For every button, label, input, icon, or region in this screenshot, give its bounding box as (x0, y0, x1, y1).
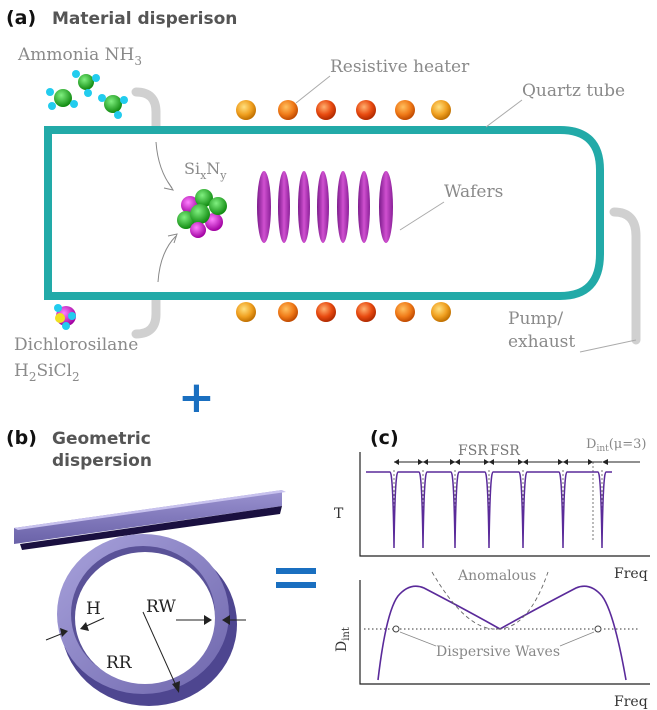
dichlorosilane-inlet-pipe (131, 291, 161, 339)
resistive-heater-label: Resistive heater (330, 57, 470, 77)
ammonia-molecule-icon (98, 94, 128, 119)
wafer-stack (257, 171, 393, 243)
pump-label-line2: exhaust (508, 332, 575, 352)
dint-axis-label: Dint (334, 627, 352, 652)
panel-a-title: Material disperison (52, 9, 237, 29)
panel-b-title-line2: dispersion (52, 451, 152, 471)
resistive-heater-top (236, 100, 451, 120)
exhaust-pipe (609, 207, 641, 345)
ammonia-label: Ammonia NH3 (17, 45, 142, 68)
panel-a-letter: (a) (6, 7, 36, 29)
dichlorosilane-label: Dichlorosilane (14, 335, 138, 355)
freq-label-bottom: Freq (614, 694, 648, 710)
panel-b-title-line1: Geometric (52, 429, 151, 449)
transmission-trace (366, 471, 612, 549)
dispersive-wave-marker-left (392, 625, 400, 633)
dispersive-waves-label: Dispersive Waves (436, 644, 560, 660)
resistive-heater-bottom (236, 302, 451, 322)
silicon-nitride-cluster-icon (177, 189, 227, 238)
rr-label: RR (106, 653, 133, 673)
rw-label: RW (146, 597, 176, 617)
equals-sign: = (276, 568, 316, 588)
panel-b-letter: (b) (6, 427, 37, 449)
h2sicl2-label: H2SiCl2 (14, 361, 80, 384)
pump-label-line1: Pump/ (508, 309, 563, 329)
fsr-label-1: FSR (458, 443, 488, 459)
anomalous-label: Anomalous (457, 568, 536, 584)
plus-sign: + (178, 372, 215, 423)
wafers-label: Wafers (444, 182, 503, 202)
ring-resonator (57, 534, 237, 706)
resonance-guides (393, 462, 603, 548)
dint-plot-axes (359, 580, 650, 685)
sixny-label: SixNy (184, 159, 227, 182)
panel-c-letter: (c) (370, 427, 399, 449)
dichlorosilane-molecule-icon (54, 304, 76, 330)
ammonia-molecule-icon (46, 88, 78, 110)
fsr-arrowheads (394, 459, 593, 465)
ammonia-molecule-icon (72, 70, 100, 97)
quartz-tube-label: Quartz tube (522, 81, 625, 101)
transmission-plot-axes (359, 452, 650, 557)
bus-waveguide (14, 490, 286, 550)
fsr-label-2: FSR (490, 443, 520, 459)
ammonia-inlet-pipe (131, 87, 161, 131)
h-label: H (86, 599, 101, 619)
dispersive-wave-marker-right (594, 625, 602, 633)
dint-curve (377, 585, 627, 681)
anomalous-parabola (431, 571, 549, 630)
dint-mu3-label: Dint(μ=3) (586, 437, 647, 454)
t-label: T (334, 506, 344, 522)
freq-label-top: Freq (614, 566, 648, 582)
